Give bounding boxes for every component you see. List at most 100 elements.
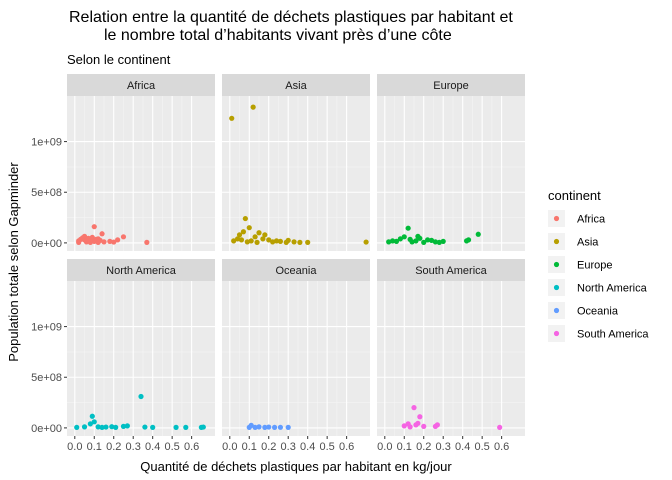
x-tick-label: 0.0 — [222, 441, 237, 453]
facet-panel-north-america — [67, 281, 215, 436]
data-point-africa — [89, 234, 95, 240]
legend-label-north-america: North America — [577, 283, 648, 295]
legend-swatch-south-america — [553, 330, 560, 337]
data-point-north-america — [124, 423, 130, 429]
data-point-north-america — [74, 424, 80, 430]
data-point-oceania — [266, 424, 272, 430]
data-point-asia — [260, 236, 266, 242]
data-point-africa — [144, 239, 150, 245]
data-point-south-america — [497, 424, 503, 430]
data-point-oceania — [271, 424, 278, 430]
facet-label-north-america: North America — [106, 265, 177, 277]
data-point-asia — [240, 229, 247, 235]
data-point-europe — [417, 235, 423, 241]
data-point-europe — [475, 231, 481, 237]
data-point-south-america — [401, 423, 407, 429]
data-point-north-america — [99, 424, 105, 430]
data-point-asia — [234, 236, 241, 242]
x-tick-label: 0.2 — [261, 441, 276, 453]
facet-label-europe: Europe — [433, 80, 468, 92]
data-point-asia — [273, 238, 280, 244]
data-point-south-america — [434, 422, 440, 428]
facet-strip-north-america — [67, 259, 215, 281]
x-tick-label: 0.0 — [67, 441, 82, 453]
data-point-asia — [248, 238, 254, 244]
data-point-north-america — [120, 423, 127, 429]
data-point-africa — [76, 239, 82, 245]
data-point-north-america — [81, 424, 88, 430]
legend-label-europe: Europe — [577, 260, 612, 272]
data-point-asia — [231, 238, 237, 244]
legend: continent Africa Asia Europe North America O… — [548, 188, 649, 342]
x-tick-label: 0.2 — [106, 441, 121, 453]
data-point-oceania — [252, 424, 258, 430]
legend-label-oceania: Oceania — [577, 306, 619, 318]
x-tick-label: 0.3 — [126, 441, 141, 453]
legend-label-south-america: South America — [577, 329, 649, 341]
data-point-africa — [87, 239, 93, 245]
facet-label-africa: Africa — [127, 80, 156, 92]
data-point-north-america — [138, 393, 144, 400]
facet-panel-africa — [67, 96, 215, 251]
y-tick-label: 5e+08 — [31, 187, 62, 199]
facet-strip-oceania — [222, 259, 370, 281]
x-tick-label: 0.1 — [87, 441, 102, 453]
data-point-asia — [291, 239, 297, 245]
data-point-asia — [256, 230, 262, 236]
data-point-asia — [285, 237, 291, 243]
facet-strip-asia — [222, 74, 370, 96]
facet-label-asia: Asia — [285, 80, 307, 92]
data-point-europe — [405, 225, 411, 231]
data-point-oceania — [277, 424, 284, 430]
legend-swatch-africa — [553, 215, 560, 222]
data-point-asia — [305, 239, 311, 245]
y-tick-label: 1e+09 — [31, 322, 62, 334]
data-point-north-america — [91, 419, 97, 425]
data-point-north-america — [89, 413, 95, 419]
legend-label-asia: Asia — [577, 237, 599, 249]
legend-swatch-europe — [553, 261, 560, 268]
chart-subtitle: Selon le continent — [67, 52, 171, 67]
data-point-asia — [277, 238, 284, 244]
data-point-europe — [409, 239, 415, 245]
facet-panel-asia — [222, 96, 370, 251]
x-tick-label: 0.4 — [455, 441, 470, 453]
plot-area: Africa 0e+00 5e+08 1e+09 Asia Europe North Ame… — [31, 74, 525, 453]
x-tick-label: 0.1 — [242, 441, 257, 453]
data-point-north-america — [200, 424, 206, 430]
data-point-europe — [393, 238, 400, 244]
chart-title-line-1: Relation entre la quantité de déchets pl… — [69, 9, 513, 26]
facet-strip-south-america — [377, 259, 525, 281]
y-tick-label: 0e+00 — [31, 238, 62, 250]
x-tick-label: 0.5 — [165, 441, 180, 453]
data-point-europe — [428, 237, 435, 243]
data-point-europe — [401, 234, 407, 240]
data-point-asia — [270, 239, 276, 245]
data-point-north-america — [142, 424, 148, 430]
facet-label-oceania: Oceania — [276, 265, 318, 277]
data-point-europe — [421, 239, 427, 245]
x-tick-label: 0.5 — [475, 441, 490, 453]
data-point-north-america — [113, 424, 119, 430]
data-point-south-america — [407, 424, 413, 430]
x-tick-label: 0.1 — [397, 441, 412, 453]
legend-title: continent — [548, 188, 601, 203]
data-point-asia — [229, 115, 235, 121]
data-point-europe — [413, 238, 419, 244]
data-point-asia — [238, 237, 245, 243]
data-point-africa — [101, 239, 107, 245]
x-axis-title: Quantité de déchets plastiques par habit… — [140, 459, 452, 474]
data-point-north-america — [173, 424, 179, 430]
data-point-oceania — [262, 424, 268, 430]
facet-panel-europe — [377, 96, 525, 251]
x-tick-label: 0.6 — [339, 441, 354, 453]
facet-panel-oceania — [222, 281, 370, 436]
data-point-africa — [107, 238, 113, 244]
legend-swatch-north-america — [553, 284, 560, 291]
data-point-europe — [436, 239, 442, 245]
data-point-north-america — [87, 421, 93, 427]
legend-swatch-asia — [553, 238, 560, 245]
data-point-asia — [250, 104, 256, 110]
y-tick-label: 0e+00 — [31, 423, 62, 435]
data-point-asia — [262, 232, 268, 238]
